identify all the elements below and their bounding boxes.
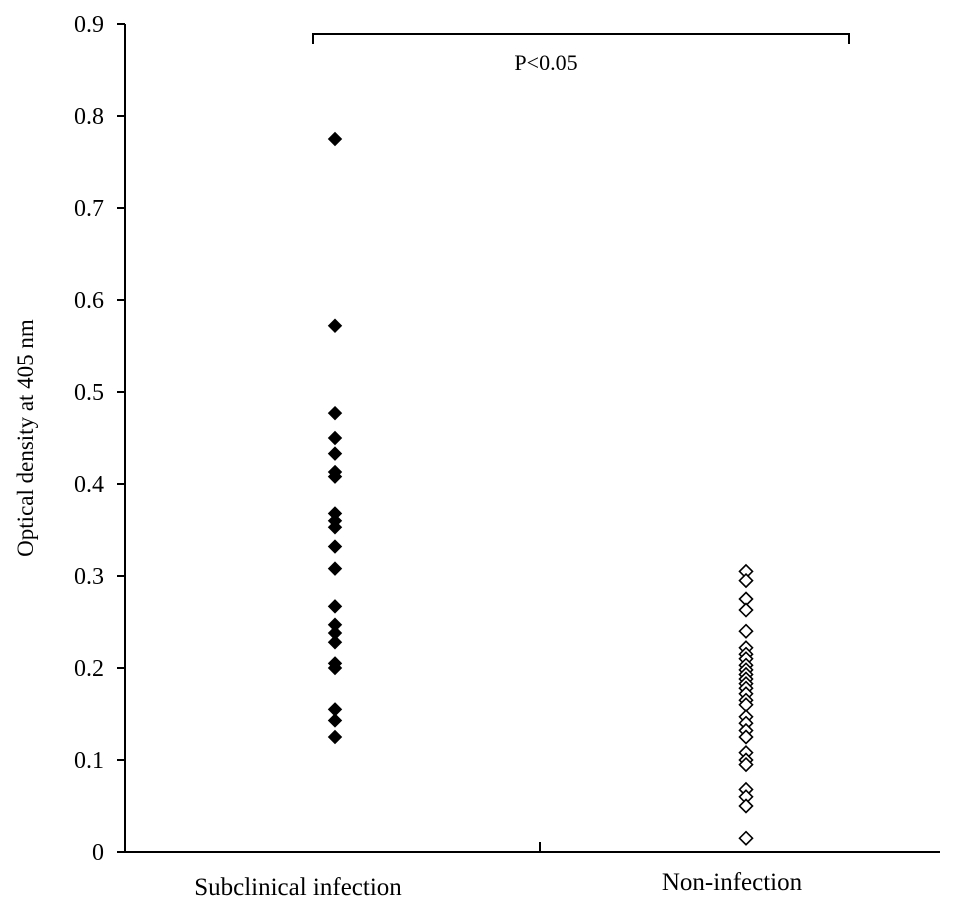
- y-tick-label: 0.7: [74, 196, 104, 222]
- axes: [124, 24, 940, 853]
- x-category-label-subclinical: Subclinical infection: [194, 874, 402, 901]
- y-tick-label: 0.1: [74, 748, 104, 774]
- y-tick-label: 0.8: [74, 104, 104, 130]
- data-point-subclinical: [327, 539, 343, 554]
- data-point-non-infection: [738, 729, 754, 745]
- data-point-subclinical: [327, 520, 343, 535]
- y-axis-title: Optical density at 405 nm: [13, 319, 38, 557]
- data-point-subclinical: [327, 635, 343, 650]
- significance-bracket: P<0.05: [312, 33, 850, 75]
- y-tick-label: 0: [92, 840, 104, 866]
- y-tick-label: 0.3: [74, 564, 104, 590]
- data-point-subclinical: [327, 131, 343, 147]
- data-point-non-infection: [738, 572, 754, 589]
- data-point-non-infection: [738, 798, 754, 814]
- data-points: [327, 131, 754, 846]
- y-tick-label: 0.2: [74, 656, 104, 682]
- y-tick-label: 0.5: [74, 380, 104, 406]
- y-tick-label: 0.6: [74, 288, 104, 314]
- data-point-subclinical: [327, 469, 343, 484]
- data-point-subclinical: [327, 405, 343, 421]
- data-point-non-infection: [738, 830, 754, 846]
- data-point-subclinical: [327, 599, 343, 614]
- y-tick-label: 0.4: [74, 472, 104, 498]
- data-point-subclinical: [327, 713, 343, 728]
- p-value-label: P<0.05: [514, 50, 577, 75]
- data-point-non-infection: [738, 602, 754, 618]
- data-point-non-infection: [738, 623, 754, 639]
- bracket-line: [312, 33, 850, 44]
- data-point-subclinical: [327, 430, 343, 446]
- data-point-subclinical: [327, 561, 343, 576]
- data-point-non-infection: [738, 756, 754, 773]
- data-point-subclinical: [327, 318, 343, 333]
- data-point-subclinical: [327, 729, 343, 745]
- y-ticks: 0 0.1 0.2 0.3 0.4 0.5 0.6 0.7 0.8 0.9: [74, 12, 125, 866]
- x-category-label-non-infection: Non-infection: [662, 869, 803, 896]
- y-tick-label: 0.9: [74, 12, 104, 38]
- data-point-subclinical: [327, 660, 343, 676]
- data-point-subclinical: [327, 446, 343, 461]
